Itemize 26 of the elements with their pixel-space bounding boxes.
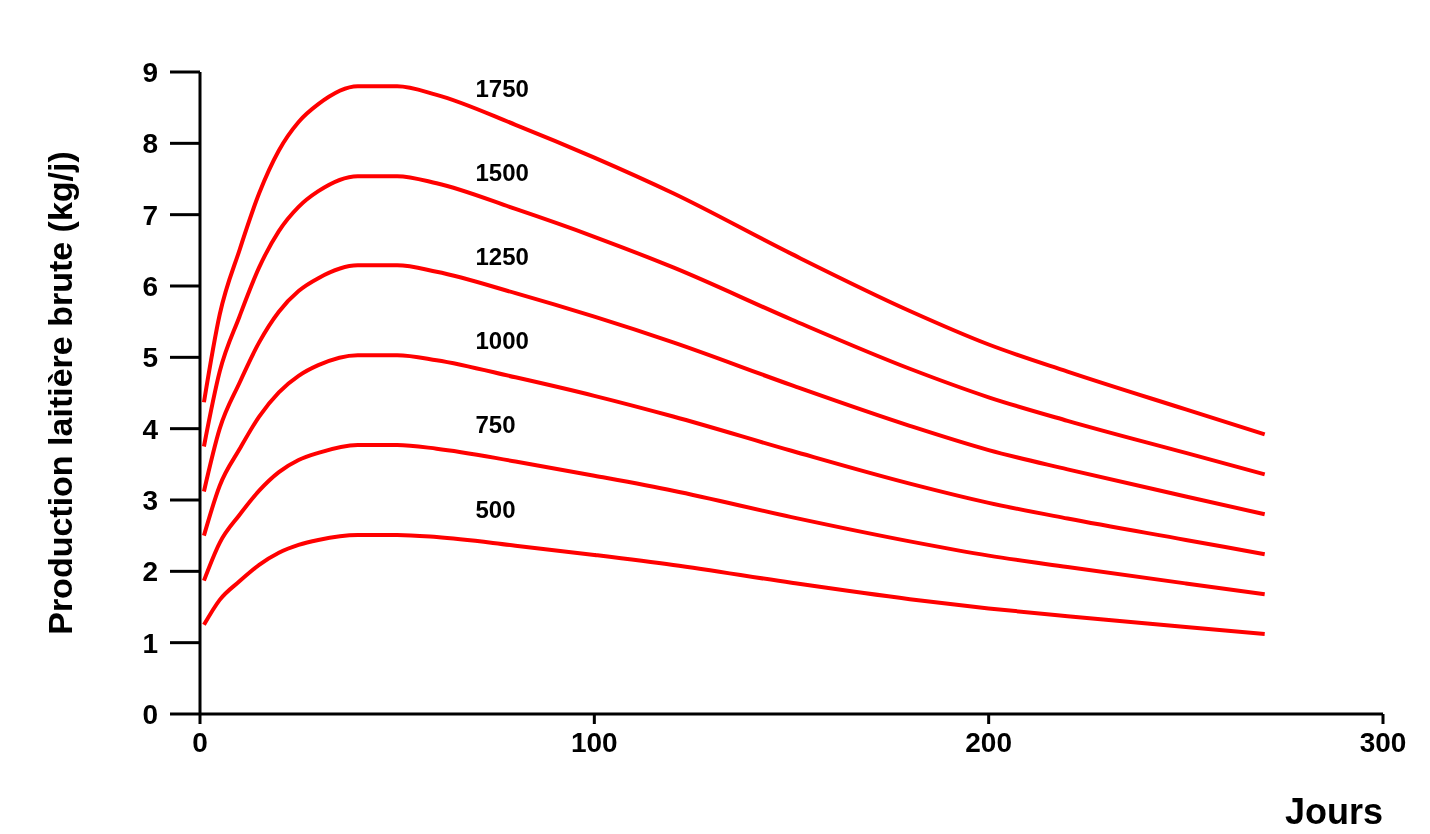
x-tick-label: 300 [1359, 726, 1407, 758]
y-tick-label: 0 [142, 698, 158, 730]
x-tick-label: 0 [192, 726, 208, 758]
series-label: 1750 [475, 74, 529, 102]
y-tick-label: 7 [142, 199, 158, 231]
x-tick-label: 100 [570, 726, 618, 758]
y-tick-label: 9 [142, 56, 158, 88]
y-tick-label: 5 [142, 342, 158, 374]
line-series [201, 263, 1267, 517]
series-label: 1000 [475, 327, 529, 355]
x-axis-title: Jours [1284, 791, 1383, 832]
y-tick-label: 6 [142, 270, 158, 302]
y-axis-title: Production laitière brute (kg/j) [41, 151, 80, 635]
x-tick-label: 200 [965, 726, 1013, 758]
series-label: 500 [475, 495, 516, 523]
y-tick-label: 8 [142, 128, 158, 160]
line-series [201, 353, 1267, 557]
y-tick-label: 2 [142, 556, 158, 588]
y-tick-label: 1 [142, 627, 158, 659]
series-label: 750 [475, 411, 516, 439]
y-tick-label: 3 [142, 484, 158, 516]
series-label: 1250 [475, 243, 529, 271]
line-series [201, 532, 1267, 637]
y-tick-label: 4 [142, 413, 159, 445]
series-label: 1500 [475, 158, 529, 186]
line-series [201, 443, 1267, 597]
